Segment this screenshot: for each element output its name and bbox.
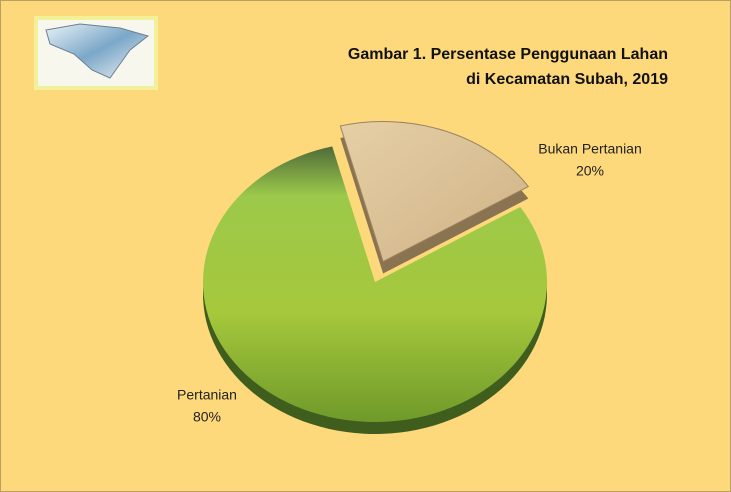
pie xyxy=(203,121,548,434)
slice-label: Bukan Pertanian xyxy=(538,141,642,157)
chart-title: Gambar 1. Persentase Penggunaan Lahan xyxy=(348,46,668,63)
map-shape xyxy=(45,23,150,79)
slice xyxy=(339,121,530,263)
chart-title: di Kecamatan Subah, 2019 xyxy=(466,71,668,88)
slice-label: Pertanian xyxy=(177,387,237,403)
slice-value-label: 20% xyxy=(576,163,604,179)
slice xyxy=(203,146,548,422)
slice-value-label: 80% xyxy=(193,409,221,425)
